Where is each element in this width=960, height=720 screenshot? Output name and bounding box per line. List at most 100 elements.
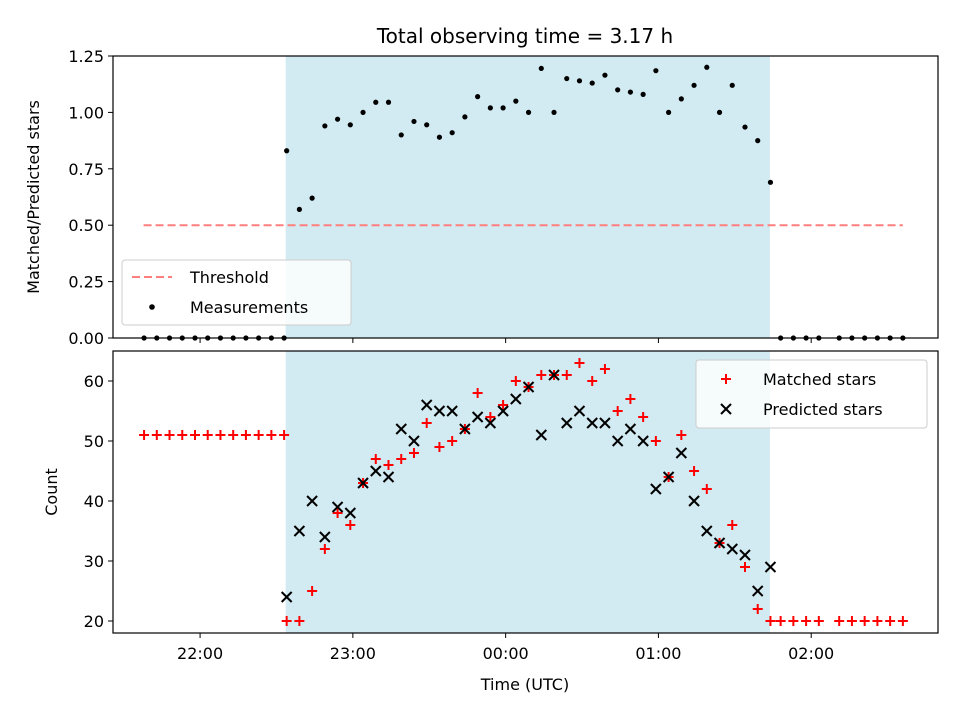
predicted-star-point: [739, 549, 751, 561]
matched-star-point: [434, 442, 445, 452]
marker-stroke-b: [344, 507, 357, 519]
marker-stroke-b: [471, 411, 484, 423]
legend-predicted-label: Predicted stars: [763, 400, 883, 419]
predicted-star-point: [510, 393, 522, 405]
predicted-star-point: [433, 405, 446, 417]
marker-stroke-b: [650, 483, 662, 495]
marker-stroke-b: [573, 405, 586, 417]
predicted-star-point: [561, 417, 573, 429]
predicted-star-point: [420, 399, 433, 411]
x-tick-label: 00:00: [483, 644, 529, 663]
marker-stroke-b: [293, 525, 306, 537]
predicted-star-point: [675, 447, 688, 459]
matched-star-point: [587, 376, 598, 386]
y-tick-label: 1.00: [68, 103, 104, 122]
matched-star-point: [332, 508, 343, 518]
matched-star-point: [765, 616, 776, 626]
marker-stroke-b: [662, 471, 675, 483]
axes-frame: [112, 55, 939, 339]
y-tick-label: 0.00: [68, 329, 104, 348]
predicted-star-point: [331, 501, 344, 513]
marker-stroke-b: [497, 405, 509, 417]
measurement-point: [322, 123, 328, 129]
bottom-y-axis-label: Count: [42, 468, 61, 516]
measurement-point: [653, 68, 659, 74]
legend-predicted-swatch: [720, 403, 732, 415]
marker-stroke-b: [726, 543, 738, 555]
matched-star-point: [202, 430, 213, 440]
measurement-point: [436, 134, 443, 140]
matched-star-point: [859, 616, 870, 626]
predicted-star-point: [357, 477, 369, 489]
matched-star-point: [872, 616, 883, 626]
matched-star-point: [370, 454, 381, 464]
measurement-point: [475, 94, 481, 100]
measurement-point: [411, 118, 417, 125]
matched-star-point: [788, 616, 799, 626]
marker-stroke-b: [280, 591, 293, 603]
measurement-point: [424, 122, 430, 128]
legend-measurements-swatch: [149, 304, 155, 310]
marker-stroke-b: [535, 429, 547, 441]
measurement-point: [347, 122, 353, 128]
matched-star-point: [396, 454, 407, 464]
measurement-point: [742, 124, 748, 130]
predicted-star-point: [370, 465, 382, 477]
predicted-star-point: [459, 423, 471, 435]
measurement-point: [525, 109, 532, 115]
marker-stroke-b: [561, 417, 573, 429]
x-axis-label: Time (UTC): [480, 675, 569, 694]
measurement-point: [296, 206, 302, 213]
y-tick-label: 20: [84, 612, 104, 631]
predicted-star-point: [408, 435, 420, 447]
matched-star-point: [485, 412, 496, 422]
y-tick-label: 60: [84, 372, 104, 391]
measurement-point: [627, 89, 634, 95]
y-tick-label: 0.75: [68, 160, 104, 179]
observing-window-shade: [285, 56, 770, 338]
matched-star-point: [897, 616, 908, 626]
legend-threshold-label: Threshold: [189, 268, 269, 287]
matched-star-point: [253, 430, 264, 440]
marker-stroke-b: [611, 435, 624, 447]
top-legend-box: [121, 259, 352, 326]
matched-star-point: [266, 430, 277, 440]
marker-stroke-b: [752, 585, 764, 597]
measurement-point: [576, 78, 583, 84]
marker-stroke-b: [408, 435, 420, 447]
x-tick-label: 22:00: [177, 644, 223, 663]
measurement-point: [589, 80, 595, 86]
count-points: [139, 358, 908, 626]
predicted-star-point: [522, 381, 535, 393]
measurement-point: [360, 109, 366, 115]
matched-star-point: [638, 412, 649, 422]
bottom-observing-window: [285, 351, 770, 633]
chart-title: Total observing time = 3.17 h: [376, 24, 673, 48]
marker-stroke-b: [331, 501, 344, 513]
matched-star-point: [612, 406, 623, 416]
marker-stroke-b: [319, 531, 331, 543]
legend-cross-marker: [720, 403, 732, 415]
predicted-star-point: [471, 411, 484, 423]
matched-star-point: [215, 430, 226, 440]
measurement-point: [755, 138, 761, 144]
marker-stroke-b: [720, 403, 732, 415]
bottom-axes: 20 30 40 50 60 22:00 23:00 00:00 01:00 02:00: [84, 350, 939, 663]
legend-matched-label: Matched stars: [763, 370, 876, 389]
matched-star-point: [408, 448, 419, 458]
x-tick-label: 01:00: [635, 644, 681, 663]
matched-star-point: [281, 616, 292, 626]
marker-stroke-b: [459, 423, 471, 435]
predicted-star-point: [752, 585, 764, 597]
measurement-point: [678, 96, 684, 102]
matched-star-point: [228, 430, 239, 440]
matched-star-point: [164, 430, 175, 440]
matched-star-point: [447, 436, 458, 446]
predicted-star-point: [306, 495, 318, 507]
marker-stroke-b: [382, 471, 395, 483]
measurement-point: [704, 64, 710, 70]
marker-stroke-b: [675, 447, 688, 459]
matched-star-point: [727, 520, 738, 530]
marker-stroke-b: [306, 495, 318, 507]
